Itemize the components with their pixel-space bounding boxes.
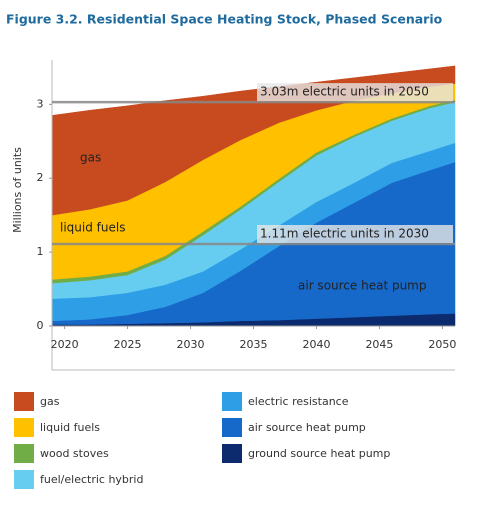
legend-label: liquid fuels xyxy=(40,421,100,434)
annotation-text: 1.11m electric units in 2030 xyxy=(260,226,429,240)
legend-item: wood stoves xyxy=(14,444,109,463)
legend-item: liquid fuels xyxy=(14,418,100,437)
chart-title: Figure 3.2. Residential Space Heating St… xyxy=(6,12,443,27)
legend-label: ground source heat pump xyxy=(248,447,390,460)
area-label: liquid fuels xyxy=(60,221,125,235)
y-axis-label: Millions of units xyxy=(11,147,24,233)
annotation-text: 3.03m electric units in 2050 xyxy=(260,85,429,99)
x-tick-label: 2020 xyxy=(51,338,79,351)
y-tick-label: 2 xyxy=(37,171,44,184)
annotation-box xyxy=(257,224,453,243)
legend-label: electric resistance xyxy=(248,395,349,408)
legend-swatch xyxy=(222,444,242,463)
area-label: gas xyxy=(80,151,101,165)
x-tick-label: 2040 xyxy=(302,338,330,351)
legend-swatch xyxy=(222,392,242,411)
legend-label: fuel/electric hybrid xyxy=(40,473,143,486)
x-tick-label: 2035 xyxy=(240,338,268,351)
x-tick-label: 2025 xyxy=(114,338,142,351)
legend-swatch xyxy=(14,418,34,437)
legend-item: ground source heat pump xyxy=(222,444,390,463)
area-label: air source heat pump xyxy=(298,279,427,293)
legend-swatch xyxy=(14,470,34,489)
x-tick-label: 2050 xyxy=(428,338,456,351)
legend-item: gas xyxy=(14,392,60,411)
y-tick-label: 0 xyxy=(37,319,44,332)
legend-item: electric resistance xyxy=(222,392,349,411)
legend-swatch xyxy=(14,444,34,463)
legend-item: air source heat pump xyxy=(222,418,366,437)
y-tick-label: 1 xyxy=(37,245,44,258)
x-tick-label: 2045 xyxy=(365,338,393,351)
legend-label: wood stoves xyxy=(40,447,109,460)
legend-item: fuel/electric hybrid xyxy=(14,470,143,489)
legend-swatch xyxy=(222,418,242,437)
legend-swatch xyxy=(14,392,34,411)
legend-label: gas xyxy=(40,395,60,408)
y-tick-label: 3 xyxy=(37,97,44,110)
legend-label: air source heat pump xyxy=(248,421,366,434)
annotation-box xyxy=(257,83,453,102)
x-tick-label: 2030 xyxy=(177,338,205,351)
